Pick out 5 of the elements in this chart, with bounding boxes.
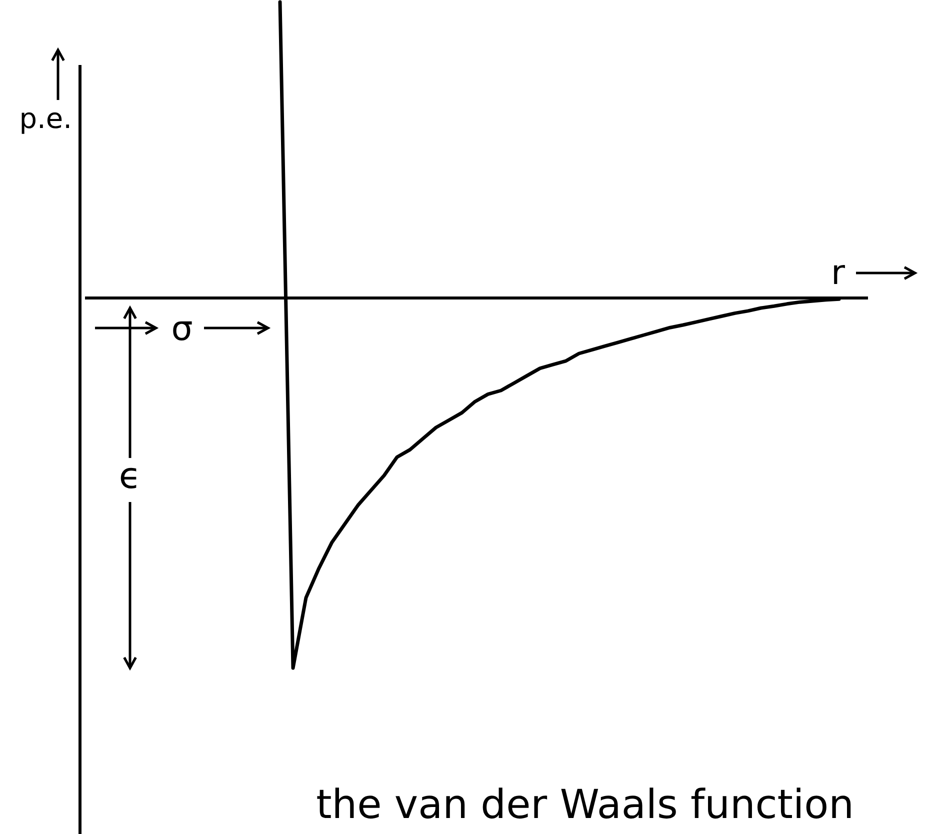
x-axis-title: r <box>831 253 846 293</box>
annotation: ϵ <box>118 456 142 497</box>
text: the van der Waals function <box>316 782 854 828</box>
annotation: σ <box>171 309 193 349</box>
y-axis-title: p.e. <box>19 102 72 135</box>
